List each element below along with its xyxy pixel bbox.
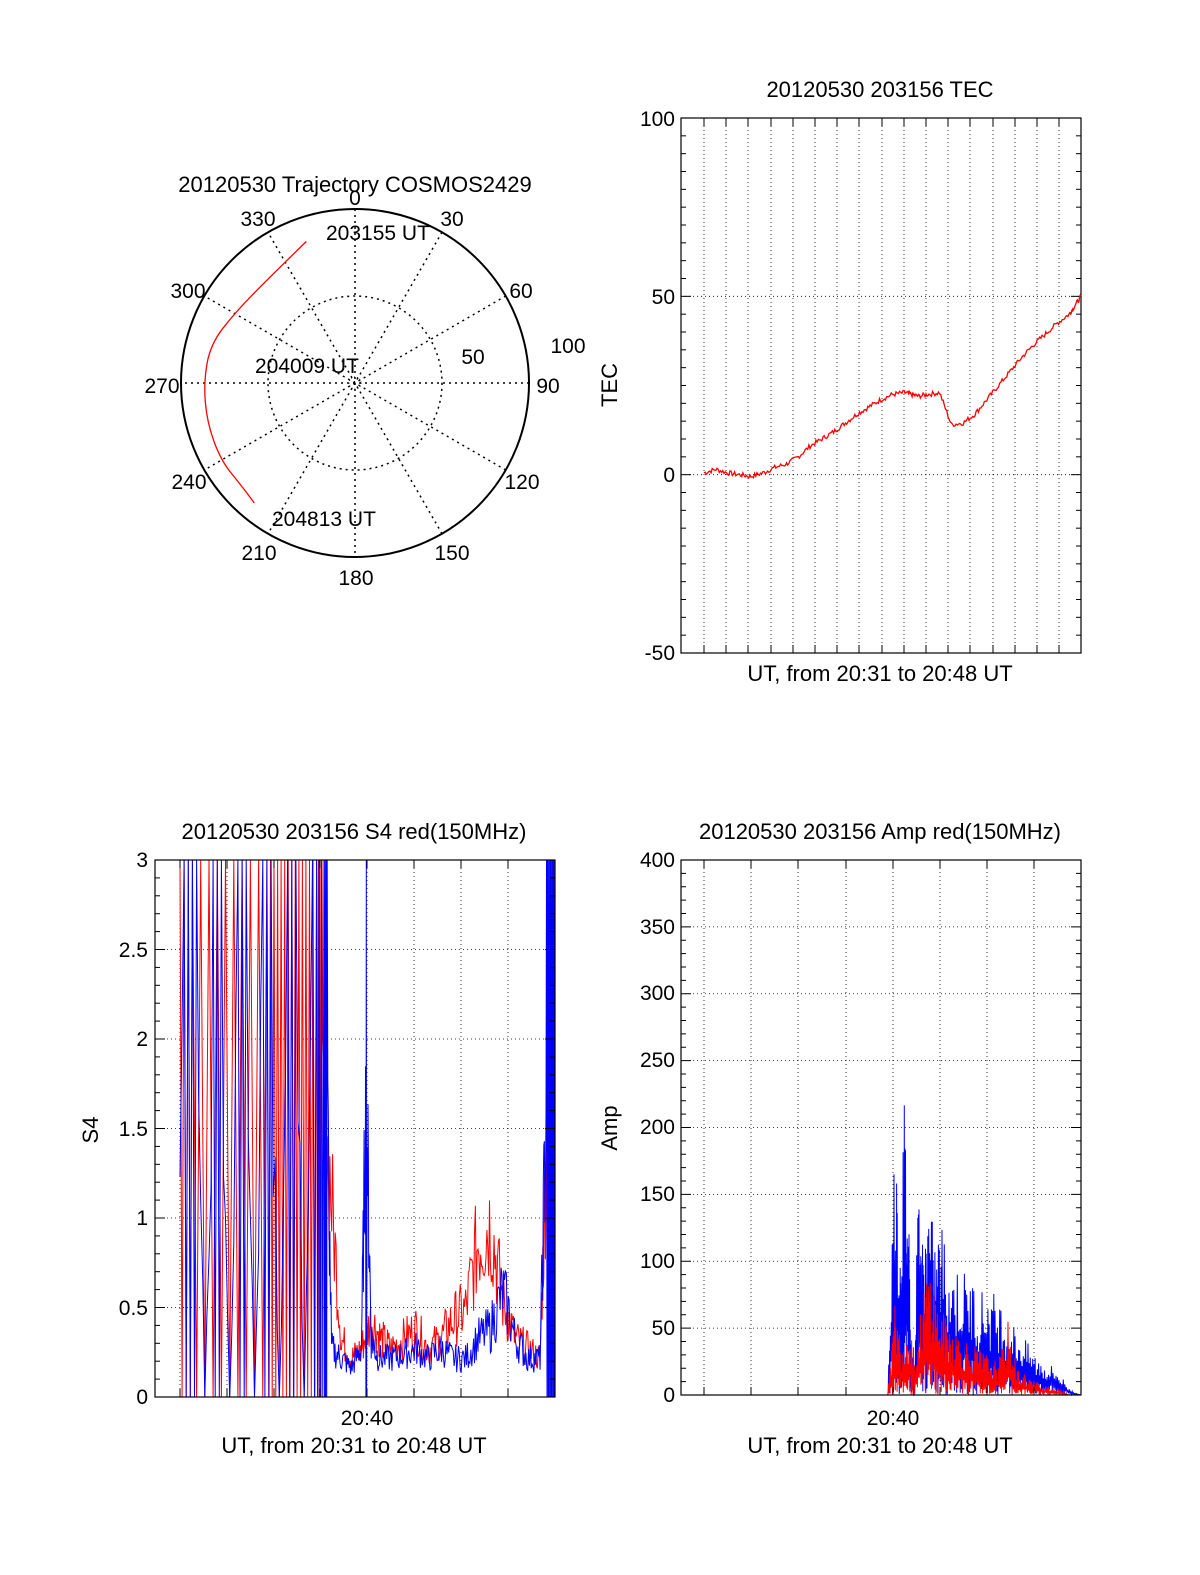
- tec-series-red: [703, 293, 1082, 479]
- polar-spokes: [181, 209, 529, 557]
- amp-ytick-label-250: 250: [640, 1049, 675, 1072]
- azimuth-label-60: 60: [509, 280, 532, 303]
- tec-ylabel: TEC: [597, 363, 622, 407]
- amp-ytick-label-200: 200: [640, 1116, 675, 1139]
- s4-ytick-label-1.5: 1.5: [119, 1118, 148, 1141]
- tec-ytick-label-0: 0: [663, 464, 675, 487]
- polar-title: 20120530 Trajectory COSMOS2429: [178, 172, 531, 197]
- elevation-label-100: 100: [550, 335, 585, 358]
- s4-ylabel: S4: [78, 1117, 103, 1144]
- s4-ytick-label-0: 0: [136, 1386, 148, 1409]
- azimuth-label-120: 120: [504, 471, 539, 494]
- amp-ytick-label-150: 150: [640, 1183, 675, 1206]
- amp-series-blue: [704, 1105, 1081, 1397]
- s4-title: 20120530 203156 S4 red(150MHz): [182, 819, 527, 844]
- trajectory-line: [204, 241, 307, 504]
- tec-ytick-label--50: -50: [645, 642, 675, 665]
- s4-ytick-label-2.5: 2.5: [119, 939, 148, 962]
- azimuth-label-30: 30: [440, 208, 463, 231]
- azimuth-label-150: 150: [434, 542, 469, 565]
- amp-ticks: [681, 860, 1081, 1395]
- tec-grid: [681, 118, 1081, 653]
- s4-series-red: [179, 859, 555, 1398]
- azimuth-label-210: 210: [241, 542, 276, 565]
- azimuth-label-240: 240: [171, 471, 206, 494]
- s4-series: [179, 859, 555, 1398]
- azimuth-label-330: 330: [240, 208, 275, 231]
- amp-ytick-label-0: 0: [663, 1384, 675, 1407]
- amp-grid: [681, 860, 1081, 1395]
- amp-ylabel: Amp: [597, 1105, 622, 1150]
- tec-xlabel: UT, from 20:31 to 20:48 UT: [747, 661, 1012, 686]
- s4-xlabel: UT, from 20:31 to 20:48 UT: [221, 1433, 486, 1458]
- tec-frame: [680, 117, 1082, 654]
- tec-title: 20120530 203156 TEC: [766, 77, 993, 102]
- s4-xtick-label-2040: 20:40: [341, 1407, 394, 1430]
- amp-xlabel: UT, from 20:31 to 20:48 UT: [747, 1433, 1012, 1458]
- azimuth-label-270: 270: [144, 375, 179, 398]
- s4-ytick-label-1: 1: [136, 1207, 148, 1230]
- tec-panel: 20120530 203156 TEC -50 0 50 100 TEC UT,…: [597, 77, 1082, 686]
- azimuth-label-300: 300: [170, 280, 205, 303]
- annotation-mid-time: 204009 UT: [255, 355, 359, 378]
- azimuth-label-180: 180: [338, 567, 373, 590]
- azimuth-label-0: 0: [349, 187, 361, 210]
- amp-title: 20120530 203156 Amp red(150MHz): [699, 819, 1061, 844]
- tec-ticks: [681, 118, 1081, 653]
- amp-ytick-label-300: 300: [640, 982, 675, 1005]
- s4-ytick-label-0.5: 0.5: [119, 1297, 148, 1320]
- s4-ticks: [155, 860, 555, 1397]
- tec-ytick-label-50: 50: [652, 286, 675, 309]
- amp-panel: 20120530 203156 Amp red(150MHz) 0 50 100…: [597, 819, 1082, 1458]
- polar-spoke-150: [267, 231, 443, 535]
- polar-inner-ring: [267, 295, 443, 471]
- amp-ytick-label-50: 50: [652, 1317, 675, 1340]
- polar-panel: 20120530 Trajectory COSMOS2429 0 30 60 9…: [144, 172, 585, 590]
- s4-panel: 20120530 203156 S4 red(150MHz) 0 0.5 1 1…: [78, 819, 556, 1458]
- s4-ytick-label-3: 3: [136, 849, 148, 872]
- amp-series: [704, 1105, 1081, 1397]
- amp-series-red: [887, 1283, 1070, 1397]
- elevation-label-50: 50: [461, 346, 484, 369]
- amp-ytick-label-350: 350: [640, 916, 675, 939]
- azimuth-label-90: 90: [536, 375, 559, 398]
- annotation-start-time: 203155 UT: [326, 222, 430, 245]
- s4-series-blue: [179, 859, 555, 1398]
- annotation-end-time: 204813 UT: [272, 508, 376, 531]
- tec-ytick-label-100: 100: [640, 108, 675, 131]
- amp-ytick-label-400: 400: [640, 849, 675, 872]
- s4-grid: [155, 860, 555, 1397]
- s4-ytick-label-2: 2: [136, 1028, 148, 1051]
- amp-xtick-label-2040: 20:40: [867, 1407, 920, 1430]
- amp-ytick-label-100: 100: [640, 1250, 675, 1273]
